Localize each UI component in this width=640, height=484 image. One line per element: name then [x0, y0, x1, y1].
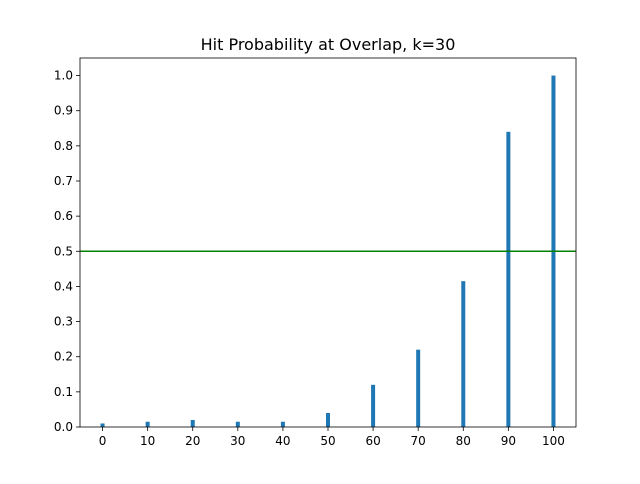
- x-tick-label: 50: [320, 434, 335, 448]
- y-tick-label: 0.4: [54, 279, 73, 293]
- x-tick-label: 20: [185, 434, 200, 448]
- bar-0: [100, 423, 105, 427]
- bar-10: [145, 421, 150, 427]
- x-tick-label: 90: [501, 434, 516, 448]
- bar-30: [235, 421, 240, 427]
- y-tick-label: 0.3: [54, 315, 73, 329]
- y-tick-label: 0.9: [54, 104, 73, 118]
- x-tick-label: 40: [275, 434, 290, 448]
- x-tick-label: 70: [411, 434, 426, 448]
- bar-80: [461, 281, 466, 427]
- bar-50: [326, 412, 330, 427]
- bar-70: [416, 349, 421, 427]
- y-tick-label: 0.6: [54, 209, 73, 223]
- x-tick-label: 60: [365, 434, 380, 448]
- y-tick-label: 0.0: [54, 420, 73, 434]
- x-tick-label: 100: [542, 434, 565, 448]
- chart-title: Hit Probability at Overlap, k=30: [201, 35, 456, 54]
- bar-40: [280, 421, 285, 427]
- ticks-group: 0 10 20 30 40 50 60 70 80 90 100 0.0 0.1 0.2 0.3 0.4 0.5…: [54, 69, 565, 448]
- x-tick-label: 80: [456, 434, 471, 448]
- y-tick-label: 0.5: [54, 244, 73, 258]
- x-tick-label: 0: [99, 434, 107, 448]
- bar-60: [371, 384, 376, 427]
- y-tick-label: 1.0: [54, 69, 73, 83]
- y-tick-label: 0.7: [54, 174, 73, 188]
- x-tick-label: 30: [230, 434, 245, 448]
- y-tick-label: 0.2: [54, 350, 73, 364]
- axes-group: [79, 57, 577, 428]
- x-tick-label: 10: [140, 434, 155, 448]
- plot-frame: [79, 57, 577, 428]
- y-tick-label: 0.8: [54, 139, 73, 153]
- bar-90: [506, 131, 511, 428]
- bar-20: [190, 419, 195, 427]
- y-tick-label: 0.1: [54, 385, 73, 399]
